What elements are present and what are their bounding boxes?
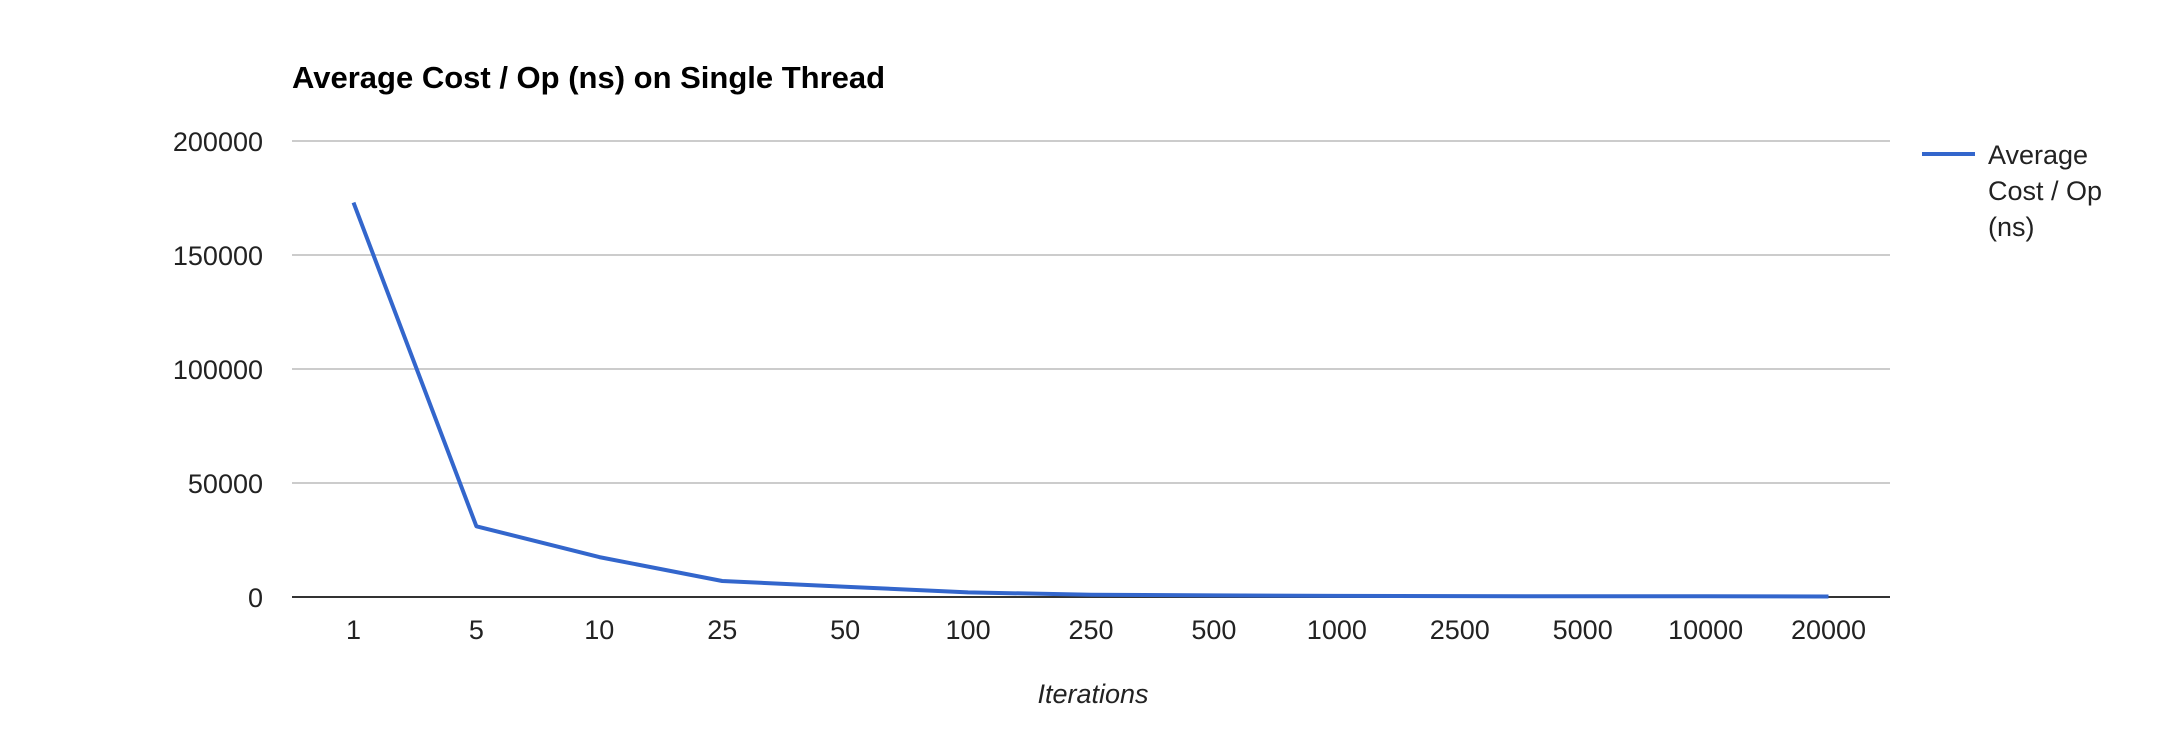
x-tick-label: 50 (830, 615, 860, 645)
chart-title: Average Cost / Op (ns) on Single Thread (292, 60, 885, 95)
legend-label-line-1: Average (1988, 140, 2088, 170)
x-tick-label: 5000 (1553, 615, 1613, 645)
legend-label-line-2: Cost / Op (1988, 176, 2102, 206)
y-tick-label: 200000 (173, 127, 263, 157)
x-tick-label: 10 (584, 615, 614, 645)
x-tick-label: 10000 (1668, 615, 1743, 645)
y-tick-label: 50000 (188, 469, 263, 499)
x-tick-label: 1 (346, 615, 361, 645)
y-tick-label: 150000 (173, 241, 263, 271)
x-axis-label: Iterations (1037, 679, 1148, 709)
x-tick-label: 2500 (1430, 615, 1490, 645)
y-tick-label: 100000 (173, 355, 263, 385)
x-tick-label: 250 (1068, 615, 1113, 645)
gridlines (292, 140, 1890, 484)
legend: Average Cost / Op (ns) (1922, 140, 2102, 242)
y-axis-ticks: 0 50000 100000 150000 200000 (173, 127, 263, 613)
y-tick-label: 0 (248, 583, 263, 613)
x-tick-label: 25 (707, 615, 737, 645)
x-tick-label: 1000 (1307, 615, 1367, 645)
x-tick-label: 20000 (1791, 615, 1866, 645)
x-tick-label: 500 (1191, 615, 1236, 645)
x-axis-ticks: 1 5 10 25 50 100 250 500 1000 2500 5000 10000 20000 (346, 615, 1866, 645)
x-tick-label: 100 (946, 615, 991, 645)
x-tick-label: 5 (469, 615, 484, 645)
series-line-average-cost (351, 201, 1829, 599)
legend-label-line-3: (ns) (1988, 212, 2035, 242)
